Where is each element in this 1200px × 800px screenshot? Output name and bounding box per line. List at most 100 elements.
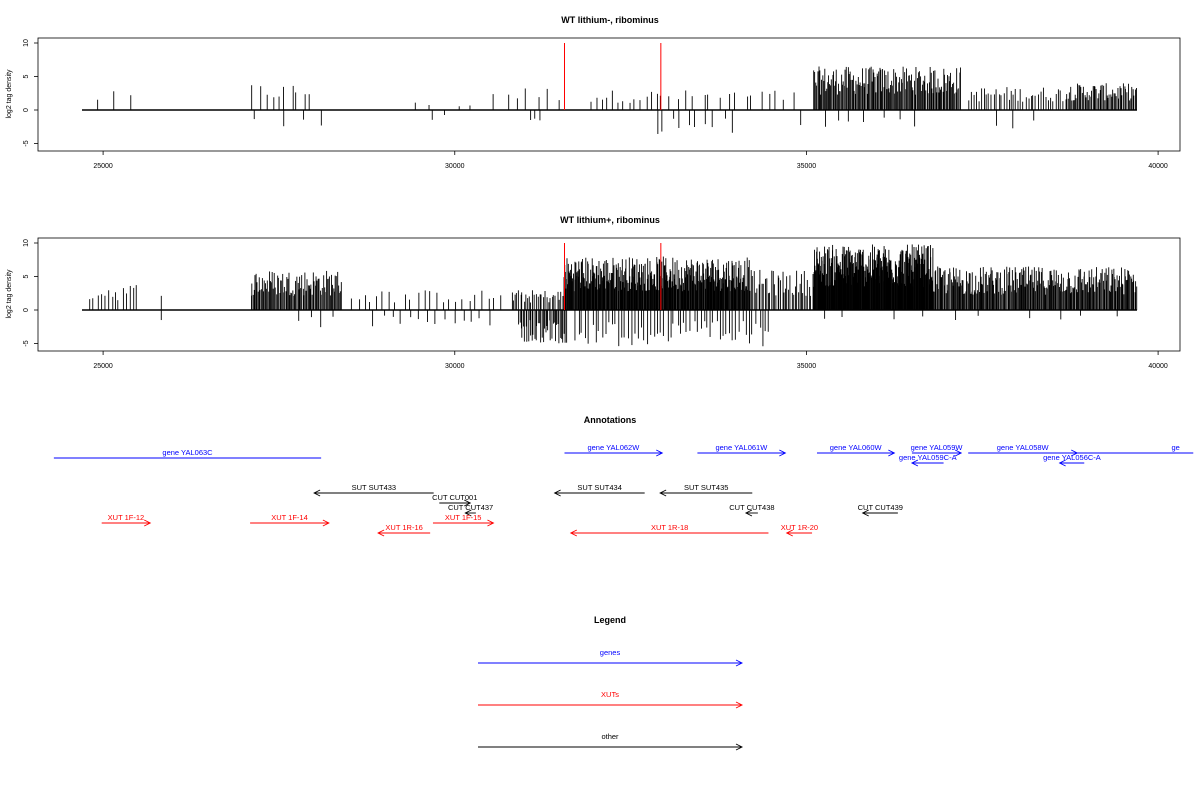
x-tick-label: 30000 — [445, 363, 465, 370]
y-tick-label: 0 — [23, 108, 30, 112]
annotation-feature: gene YAL056C-A — [1043, 453, 1101, 467]
arrow-head — [910, 459, 919, 467]
feature-label: SUT SUT434 — [577, 483, 621, 492]
annotation-feature: XUT 1F-12 — [101, 513, 152, 527]
x-tick-label: 40000 — [1148, 363, 1168, 370]
feature-label: gene YAL062W — [587, 443, 640, 452]
plot-title: WT lithium+, ribominus — [560, 215, 660, 225]
arrow-head — [735, 701, 744, 709]
arrow-head — [744, 509, 753, 517]
arrow-head — [656, 449, 664, 457]
feature-label: CUT CUT001 — [432, 493, 477, 502]
feature-label: gene YAL056C-A — [1043, 453, 1101, 462]
feature-label: gene YAL059C-A — [899, 453, 957, 462]
arrow-head — [144, 519, 152, 527]
arrow-head — [569, 529, 578, 537]
annotation-feature: XUT 1R-20 — [781, 523, 818, 537]
x-tick-label: 35000 — [797, 363, 817, 370]
annotation-feature: gene YAL059W — [911, 443, 964, 457]
track-plot-lithium-plus: WT lithium+, ribominus log2 tag density … — [6, 215, 1181, 370]
annotations-title: Annotations — [584, 415, 637, 425]
annotation-feature: gene YAL060W — [816, 443, 896, 457]
annotation-feature: ge — [1073, 443, 1194, 454]
annotation-feature: SUT SUT434 — [553, 483, 645, 497]
legend-label: other — [601, 732, 619, 741]
x-tick-label: 35000 — [797, 163, 817, 170]
legend-label: XUTs — [601, 690, 619, 699]
arrow-head — [553, 489, 561, 497]
y-tick-label: -5 — [23, 140, 30, 146]
y-tick-label: 10 — [23, 239, 30, 247]
plot-frame — [37, 37, 1181, 152]
arrow-head — [313, 489, 321, 497]
annotation-feature: XUT 1F-15 — [432, 513, 495, 527]
y-tick-label: 10 — [23, 39, 30, 47]
legend-label: genes — [600, 648, 621, 657]
y-axis: -5 0 5 10 — [23, 39, 38, 147]
arrow-head — [785, 529, 793, 537]
feature-label: gene YAL059W — [911, 443, 964, 452]
arrow-head — [735, 743, 744, 751]
legend-items: genes XUTs other — [478, 648, 744, 751]
annotation-feature: XUT 1R-18 — [569, 523, 769, 537]
arrow-head — [464, 509, 472, 517]
annotation-feature: SUT SUT433 — [313, 483, 434, 497]
feature-label: gene YAL063C — [162, 448, 213, 457]
x-tick-label: 30000 — [445, 163, 465, 170]
annotation-feature: XUT 1R-16 — [377, 523, 431, 537]
feature-label: gene YAL058W — [997, 443, 1050, 452]
arrow-head — [735, 659, 744, 667]
annotation-feature: CUT CUT438 — [729, 503, 775, 517]
feature-label: CUT CUT439 — [858, 503, 903, 512]
annotation-items: gene YAL063C gene YAL062W gene YAL061W gene… — [53, 443, 1194, 537]
arrow-head — [487, 519, 495, 527]
annotation-feature: gene YAL063C — [53, 448, 322, 459]
y-axis-label: log2 tag density — [6, 69, 13, 119]
legend-item: genes — [478, 648, 744, 667]
feature-label: CUT CUT438 — [729, 503, 774, 512]
annotation-feature: CUT CUT001 — [432, 493, 477, 507]
arrow-head — [779, 449, 787, 457]
x-axis: 25000 30000 35000 40000 — [93, 151, 1168, 170]
x-tick-label: 25000 — [93, 163, 113, 170]
feature-label: XUT 1R-16 — [385, 523, 422, 532]
legend-item: other — [478, 732, 744, 751]
feature-label: SUT SUT433 — [352, 483, 396, 492]
feature-label: XUT 1R-18 — [651, 523, 688, 532]
y-tick-label: 0 — [23, 308, 30, 312]
feature-label: SUT SUT435 — [684, 483, 728, 492]
annotation-feature: SUT SUT435 — [659, 483, 753, 497]
feature-label: XUT 1F-14 — [271, 513, 308, 522]
feature-label: XUT 1R-20 — [781, 523, 818, 532]
track-plot-lithium-minus: WT lithium-, ribominus log2 tag density … — [6, 15, 1181, 170]
plot-title: WT lithium-, ribominus — [561, 15, 659, 25]
feature-label: XUT 1F-15 — [445, 513, 482, 522]
arrow-head — [861, 509, 869, 517]
annotation-feature: XUT 1F-14 — [250, 513, 330, 527]
legend-title: Legend — [594, 615, 626, 625]
feature-label: gene YAL061W — [715, 443, 768, 452]
annotation-feature: gene YAL062W — [564, 443, 664, 457]
annotation-feature: CUT CUT439 — [858, 503, 903, 517]
arrow-head — [1058, 459, 1066, 467]
plot-frame — [37, 237, 1181, 352]
y-axis: -5 0 5 10 — [23, 239, 38, 347]
feature-label: ge — [1172, 443, 1180, 452]
arrow-head — [464, 499, 472, 507]
x-tick-label: 25000 — [93, 363, 113, 370]
data-marks — [82, 243, 1138, 347]
y-tick-label: 5 — [23, 74, 30, 78]
annotation-feature: gene YAL061W — [697, 443, 787, 457]
annotation-feature: CUT CUT437 — [448, 503, 493, 517]
x-tick-label: 40000 — [1148, 163, 1168, 170]
x-axis: 25000 30000 35000 40000 — [93, 351, 1168, 370]
annotation-feature: gene YAL059C-A — [899, 453, 957, 467]
arrow-head — [888, 449, 896, 457]
arrow-head — [659, 489, 667, 497]
arrow-head — [377, 529, 385, 537]
legend-item: XUTs — [478, 690, 744, 709]
feature-label: gene YAL060W — [830, 443, 883, 452]
arrow-head — [322, 519, 330, 527]
